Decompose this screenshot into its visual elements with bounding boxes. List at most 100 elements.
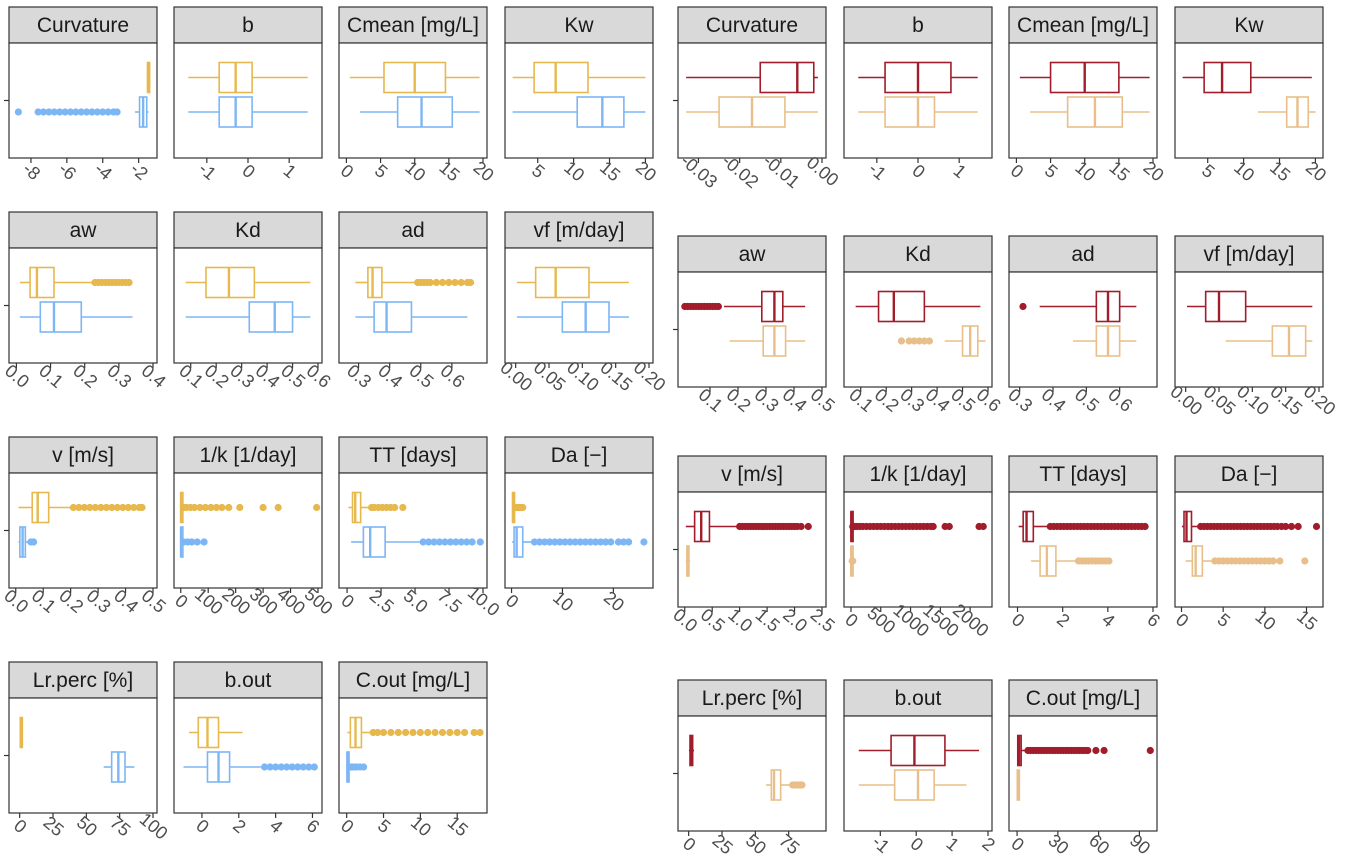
x-tick-label: 0.3 — [1004, 385, 1036, 416]
x-tick-label: 100 — [136, 809, 172, 844]
facet-strip — [504, 211, 654, 249]
boxplot-series-b — [1185, 545, 1309, 577]
outlier-point — [614, 538, 623, 546]
facet-panel: aw 0.0 0.1 0.2 0.3 0.4 — [1, 211, 170, 392]
outlier-point — [360, 763, 368, 771]
outlier-point — [929, 522, 937, 531]
x-tick-label: 20 — [1140, 157, 1168, 185]
outlier-point — [399, 503, 407, 512]
x-tick-label: 0 — [238, 160, 259, 182]
boxplot-series-b — [1225, 325, 1313, 357]
x-tick-label: 75 — [106, 812, 134, 840]
facet-title: Lr.perc [%] — [702, 687, 802, 710]
x-tick-label: -1 — [865, 158, 890, 184]
outlier-point — [288, 763, 296, 771]
facet-panel: Da [−] 0 5 10 15 — [1172, 455, 1324, 634]
boxplot-series-a — [355, 266, 475, 299]
outlier-point — [190, 503, 199, 512]
outlier-point — [225, 503, 233, 512]
x-tick-label: 1 — [280, 160, 301, 182]
facet-strip — [1174, 455, 1324, 493]
facet-title: TT [days] — [369, 444, 456, 467]
boxplot-series-b — [1257, 96, 1316, 128]
facet-panel: Kd0.10.20.30.40.50.6 — [843, 235, 1005, 416]
x-tick-label: 0 — [907, 833, 928, 855]
boxplot-series-a — [1019, 290, 1137, 323]
boxplot-series-a — [855, 290, 981, 323]
x-tick-label: 0.6 — [973, 385, 1005, 416]
x-tick-label: 1 — [950, 160, 971, 182]
outlier-point — [1019, 302, 1027, 311]
x-tick-label: 0 — [1007, 160, 1028, 182]
x-tick-label: 0.3 — [751, 385, 783, 416]
outlier-point — [379, 728, 388, 737]
panel-frame — [173, 472, 323, 589]
facet-title: Da [−] — [1221, 463, 1278, 486]
x-tick-label: 60 — [1085, 830, 1113, 858]
boxplot-series-a — [1016, 734, 1154, 767]
box-iqr — [29, 266, 55, 299]
outlier-point — [82, 108, 91, 116]
outlier-point — [460, 728, 469, 737]
outlier-point — [576, 538, 584, 546]
boxplot-series-a — [858, 734, 980, 767]
facet-panel: Kd0.10.20.30.40.50.6 — [173, 211, 335, 392]
outlier-point — [39, 108, 48, 116]
facet-title: Kd — [905, 243, 931, 266]
boxplot-series-a — [681, 290, 806, 323]
facet-strip — [8, 661, 158, 699]
facet-title: b — [242, 14, 254, 37]
facet-strip — [8, 436, 158, 474]
panel-frame — [338, 472, 488, 589]
boxplot-series-b — [346, 751, 368, 783]
box-iqr — [893, 769, 935, 801]
outlier-point — [138, 503, 146, 512]
x-tick-label: 2.5 — [366, 586, 398, 617]
outlier-point — [910, 337, 918, 345]
x-tick-label: 0.1 — [35, 361, 67, 392]
box-iqr — [396, 96, 454, 128]
boxplot-series-a — [19, 716, 24, 749]
x-tick-label: 0.2 — [723, 385, 755, 416]
panel-frame — [677, 491, 827, 608]
outlier-point — [236, 503, 244, 512]
facet-title: C.out [mg/L] — [1026, 687, 1140, 710]
outlier-point — [124, 503, 132, 512]
box-iqr — [1204, 290, 1247, 323]
x-tick-label: 0 — [337, 590, 358, 612]
x-tick-label: 6 — [303, 815, 324, 837]
x-tick-label: 1 — [942, 833, 963, 855]
x-tick-label: 6 — [1143, 609, 1164, 631]
outlier-point — [1084, 746, 1092, 755]
x-tick-label: 10 — [549, 587, 577, 615]
boxplot-series-a — [1018, 510, 1149, 543]
outlier-point — [61, 108, 69, 116]
outlier-point — [556, 538, 564, 546]
x-tick-label: 50 — [742, 830, 770, 858]
facet-title: ad — [1071, 243, 1094, 266]
boxplot-series-b — [858, 769, 967, 801]
boxplot-series-b — [685, 545, 691, 577]
outlier-point — [438, 728, 447, 737]
facet-strip — [843, 455, 993, 493]
facet-strip — [504, 6, 654, 44]
box-iqr — [205, 266, 256, 299]
facet-strip — [1174, 6, 1324, 44]
box-iqr — [248, 301, 294, 333]
x-tick-label: 5 — [1198, 160, 1219, 182]
x-tick-label: 10 — [1251, 606, 1279, 634]
outlier-point — [438, 278, 447, 287]
boxplot-series-a — [188, 61, 308, 94]
facet-strip — [677, 235, 827, 273]
facet-title: Kd — [235, 219, 261, 242]
boxplot-series-b — [1031, 545, 1113, 577]
boxplot-series-b — [897, 325, 986, 357]
facet-title: aw — [739, 243, 767, 266]
facet-title: 1/k [1/day] — [200, 444, 297, 467]
outlier-point — [457, 278, 465, 287]
box-iqr — [31, 491, 50, 524]
x-tick-label: 0.4 — [110, 586, 142, 617]
x-tick-label: 0 — [1007, 833, 1028, 855]
facet-strip — [677, 455, 827, 493]
facet-title: Lr.perc [%] — [33, 669, 133, 692]
